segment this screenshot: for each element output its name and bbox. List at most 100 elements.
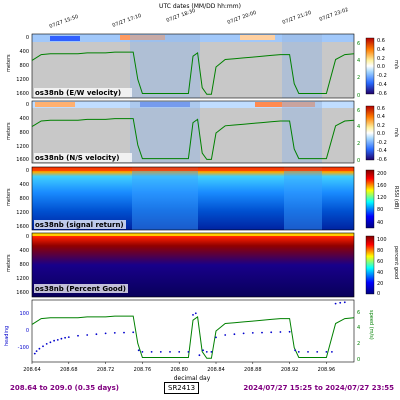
y-tick-label: 0 <box>26 102 29 108</box>
velocity-surface-warm <box>35 102 75 107</box>
x-tick-label: 208.96 <box>318 367 336 373</box>
colorbar-tick: -0.2 <box>377 73 387 79</box>
heading-point <box>77 334 79 337</box>
colorbar-tick: -0.4 <box>377 82 387 88</box>
y-tick-label: 1200 <box>16 144 29 150</box>
heading-point <box>35 350 38 352</box>
y-tick-label: 400 <box>19 49 29 55</box>
colorbar-ticks: 200 160 120 80 40 <box>377 171 387 226</box>
ship-speed-line <box>31 51 355 95</box>
x-tick-label: 208.92 <box>281 367 299 373</box>
heading-point <box>210 351 213 353</box>
panel-title: os38nb (Percent Good) <box>35 285 126 293</box>
heading-point <box>270 331 273 334</box>
heading-point <box>294 349 296 352</box>
y-tick-label: 800 <box>19 196 29 202</box>
right-tick-label: 4 <box>357 58 360 64</box>
panel-frame <box>31 166 355 231</box>
heading-point <box>194 312 197 315</box>
heading-series <box>33 301 346 357</box>
panel-signal-return: 0 400 800 1200 1600 meters os38nb (signa… <box>6 166 399 231</box>
heading-point <box>224 334 227 336</box>
colorbar-tick: 160 <box>377 183 387 189</box>
x-tick-label: 208.88 <box>244 367 262 373</box>
y-tick-label: 0 <box>26 35 29 41</box>
heading-point <box>279 331 282 333</box>
heading-point <box>104 332 107 335</box>
heading-point <box>261 331 263 334</box>
ship-speed-line <box>31 118 355 160</box>
y-tick-label: 1600 <box>16 157 29 163</box>
y-axis-ticks: 0 400 800 1200 1600 <box>16 102 29 163</box>
speed-tick-label: 6 <box>357 310 360 316</box>
colorbar-tick: 0 <box>377 291 380 297</box>
right-tick-label: 0 <box>357 93 360 99</box>
y-axis-ticks: 0 400 800 1200 1600 <box>16 234 29 296</box>
heading-point <box>198 354 201 357</box>
velocity-station-block <box>282 34 322 98</box>
y-tick-label: 1200 <box>16 276 29 282</box>
right-tick-label: 4 <box>357 124 360 130</box>
top-axis-label: 07/27 20:00 <box>227 10 258 26</box>
colorbar-tick: 0.4 <box>377 47 385 53</box>
heading-point <box>141 351 144 353</box>
y-axis-ticks: 0 400 800 1200 1600 <box>16 168 29 230</box>
colorbar-tick: 0.2 <box>377 123 385 129</box>
heading-point <box>331 351 333 353</box>
percent-good-surface <box>32 233 354 236</box>
colorbar-ticks: 0.6 0.4 0.2 0.0 -0.2 -0.4 -0.6 <box>377 38 387 97</box>
heading-point <box>53 339 55 342</box>
y-tick-label: 0 <box>26 234 29 240</box>
colorbar-tick: -0.6 <box>377 91 387 97</box>
x-tick-label: 208.68 <box>60 367 78 373</box>
velocity-station-block <box>130 101 200 163</box>
y-tick-label: 1600 <box>16 290 29 296</box>
heading-point <box>159 351 162 353</box>
top-axis-label: 07/27 23:02 <box>319 7 350 23</box>
colorbar <box>365 235 375 295</box>
colorbar <box>365 169 375 229</box>
y-tick-label: 400 <box>19 248 29 254</box>
panel-frame <box>31 100 355 164</box>
colorbar-label: RSSI (dB) <box>393 186 399 209</box>
top-time-axis: 07/27 15:50 07/27 17:10 07/27 18:30 07/2… <box>49 7 350 30</box>
heading-point <box>288 330 291 333</box>
y-axis-label: meters <box>6 54 12 72</box>
colorbar-tick: 200 <box>377 171 387 177</box>
heading-axis-ticks: 100 0 -100 <box>18 311 29 351</box>
x-tick-label: 208.76 <box>134 367 152 373</box>
heading-point <box>132 331 135 334</box>
y-tick-label: 0 <box>26 168 29 174</box>
heading-point <box>202 349 205 352</box>
panel-frame <box>31 232 355 298</box>
heading-point <box>251 332 254 334</box>
heading-point <box>38 347 41 350</box>
signal-surface-band <box>32 167 354 171</box>
right-tick-label: 2 <box>357 75 360 81</box>
heading-point <box>339 301 342 304</box>
y-axis-label: meters <box>6 188 12 206</box>
y-tick-label: 800 <box>19 130 29 136</box>
colorbar-tick: 0.6 <box>377 106 385 112</box>
colorbar-tick: 40 <box>377 220 383 226</box>
heading-point <box>242 332 245 335</box>
y-axis-label: meters <box>6 254 12 272</box>
heading-point <box>316 351 319 353</box>
colorbar-tick: 80 <box>377 207 383 213</box>
heading-point <box>123 331 125 334</box>
signal-station-block <box>284 167 322 230</box>
heading-tick-label: 0 <box>26 328 29 334</box>
heading-point <box>67 336 70 338</box>
y-tick-label: 400 <box>19 182 29 188</box>
velocity-surface-blue <box>50 36 80 41</box>
colorbar-tick: 0.0 <box>377 131 385 137</box>
panel-heading-speed: 100 0 -100 heading 6 4 2 0 speed (m/s) 2… <box>4 299 374 382</box>
heading-tick-label: -100 <box>18 345 29 351</box>
heading-point <box>45 343 48 345</box>
colorbar-tick: 80 <box>377 248 383 254</box>
top-axis-label: 07/27 15:50 <box>49 14 80 30</box>
y-tick-label: 1200 <box>16 210 29 216</box>
y-axis-label: meters <box>6 122 12 140</box>
speed-right-ticks: 6 4 2 0 <box>357 41 360 99</box>
